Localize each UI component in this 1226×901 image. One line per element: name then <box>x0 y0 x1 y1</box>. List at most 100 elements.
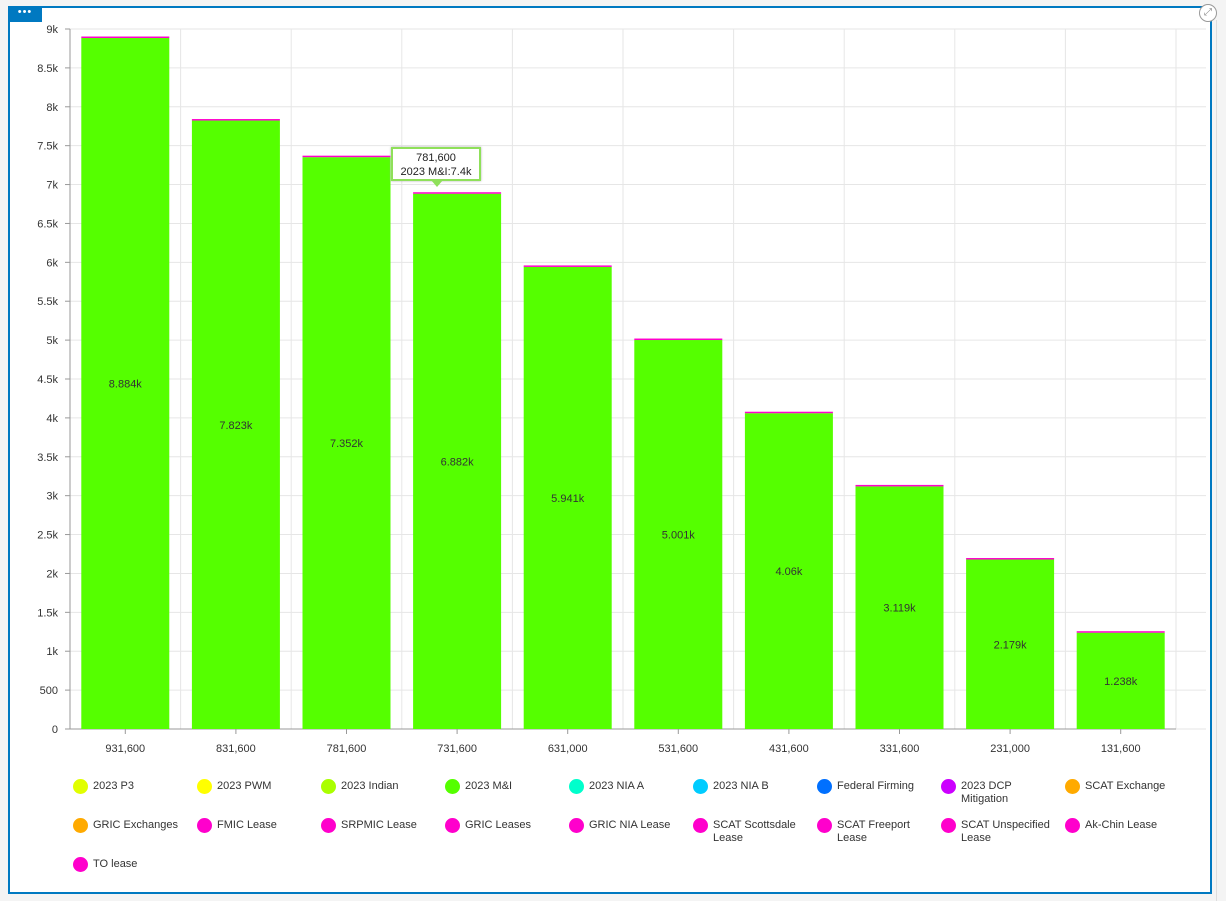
bar-data-label: 5.001k <box>662 530 696 542</box>
legend-label: SCAT Exchange <box>1085 780 1166 792</box>
bar-data-label: 3.119k <box>883 603 916 615</box>
expand-icon: ⤢ <box>1204 7 1212 18</box>
legend-swatch-icon <box>693 779 708 794</box>
x-tick-label: 231,000 <box>990 743 1030 755</box>
bar-data-label: 6.882k <box>441 456 475 468</box>
bar-top-segment <box>302 155 391 158</box>
y-tick-label: 5.5k <box>37 296 58 308</box>
legend-label: 2023 NIA A <box>589 780 645 792</box>
legend-label: 2023 M&I <box>465 780 513 792</box>
x-tick-label: 131,600 <box>1101 743 1141 755</box>
more-icon: ••• <box>17 6 33 18</box>
bar <box>855 486 944 729</box>
legend-swatch-icon <box>73 857 88 872</box>
legend-label: 2023 PWM <box>217 780 272 792</box>
bar-top-segment <box>1076 631 1165 633</box>
legend-swatch-icon <box>569 779 584 794</box>
x-tick-label: 331,600 <box>880 743 920 755</box>
legend-swatch-icon <box>693 818 708 833</box>
tooltip-title: 781,600 <box>416 152 456 164</box>
bar-data-label: 7.823k <box>219 420 253 432</box>
x-tick-label: 781,600 <box>327 743 367 755</box>
y-tick-label: 7.5k <box>37 141 58 153</box>
bar-top-segment <box>523 265 612 267</box>
legend-label: 2023 DCP Mitigation <box>961 780 1012 805</box>
bar-data-label: 5.941k <box>551 493 585 505</box>
y-tick-label: 6k <box>46 257 58 269</box>
legend-label: FMIC Lease <box>217 819 277 831</box>
legend-swatch-icon <box>445 818 460 833</box>
x-tick-label: 931,600 <box>105 743 145 755</box>
side-scroll-strip <box>1216 20 1226 901</box>
legend-swatch-icon <box>73 779 88 794</box>
legend-label: GRIC Leases <box>465 819 532 831</box>
y-tick-label: 3.5k <box>37 452 58 464</box>
legend-label: Federal Firming <box>837 780 915 792</box>
tooltip-text: 2023 M&I:7.4k <box>400 166 472 178</box>
y-tick-label: 9k <box>46 24 58 36</box>
y-tick-label: 1k <box>46 646 58 658</box>
y-tick-label: 2k <box>46 568 58 580</box>
bar <box>634 340 723 729</box>
legend-swatch-icon <box>1065 779 1080 794</box>
bar-data-label: 7.352k <box>330 438 364 450</box>
y-tick-label: 4.5k <box>37 374 58 386</box>
y-tick-label: 1.5k <box>37 607 58 619</box>
legend-label: SCAT Unspecified Lease <box>961 819 1050 844</box>
legend-swatch-icon <box>941 818 956 833</box>
bar-top-segment <box>744 411 833 414</box>
legend-swatch-icon <box>569 818 584 833</box>
legend-label: Ak-Chin Lease <box>1085 819 1158 831</box>
legend-swatch-icon <box>321 779 336 794</box>
legend-label: 2023 NIA B <box>713 780 769 792</box>
bar <box>1076 632 1165 729</box>
legend-swatch-icon <box>1065 818 1080 833</box>
bar <box>523 266 612 729</box>
widget-menu-button[interactable]: ••• <box>8 6 42 22</box>
bar <box>413 193 502 729</box>
legend-label: SRPMIC Lease <box>341 819 417 831</box>
legend-label: 2023 P3 <box>93 780 134 792</box>
legend-swatch-icon <box>197 779 212 794</box>
x-tick-label: 631,000 <box>548 743 588 755</box>
chart-tooltip: 781,600 2023 M&I:7.4k <box>391 147 481 187</box>
y-tick-label: 2.5k <box>37 530 58 542</box>
legend-swatch-icon <box>73 818 88 833</box>
x-tick-label: 831,600 <box>216 743 256 755</box>
legend-swatch-icon <box>817 818 832 833</box>
bar <box>966 559 1055 729</box>
bar <box>302 157 391 729</box>
y-tick-label: 7k <box>46 180 58 192</box>
expand-button[interactable]: ⤢ <box>1199 4 1217 22</box>
x-tick-label: 431,600 <box>769 743 809 755</box>
y-tick-label: 0 <box>52 724 58 736</box>
legend-label: TO lease <box>93 858 138 870</box>
legend-label: 2023 Indian <box>341 780 399 792</box>
bar-data-label: 1.238k <box>1104 676 1138 688</box>
bar-data-label: 8.884k <box>109 379 143 391</box>
y-tick-label: 6.5k <box>37 218 58 230</box>
y-tick-label: 3k <box>46 491 58 503</box>
legend-label: SCAT Scottsdale Lease <box>713 819 796 844</box>
y-tick-label: 4k <box>46 413 58 425</box>
y-tick-label: 8k <box>46 102 58 114</box>
bar-top-segment <box>966 558 1055 560</box>
bar-top-segment <box>191 119 280 121</box>
bar <box>191 120 280 730</box>
legend-label: GRIC NIA Lease <box>589 819 671 831</box>
y-tick-label: 5k <box>46 335 58 347</box>
y-tick-label: 8.5k <box>37 63 58 75</box>
legend-swatch-icon <box>941 779 956 794</box>
bar-top-segment <box>413 192 502 194</box>
legend-swatch-icon <box>817 779 832 794</box>
bar-data-label: 2.179k <box>994 639 1028 651</box>
legend-label: SCAT Freeport Lease <box>837 819 910 844</box>
legend-swatch-icon <box>197 818 212 833</box>
y-tick-label: 500 <box>40 685 58 697</box>
legend-label: GRIC Exchanges <box>93 819 178 831</box>
legend-swatch-icon <box>321 818 336 833</box>
bar-data-label: 4.06k <box>775 566 802 578</box>
x-tick-label: 731,600 <box>437 743 477 755</box>
bar-top-segment <box>855 484 944 487</box>
